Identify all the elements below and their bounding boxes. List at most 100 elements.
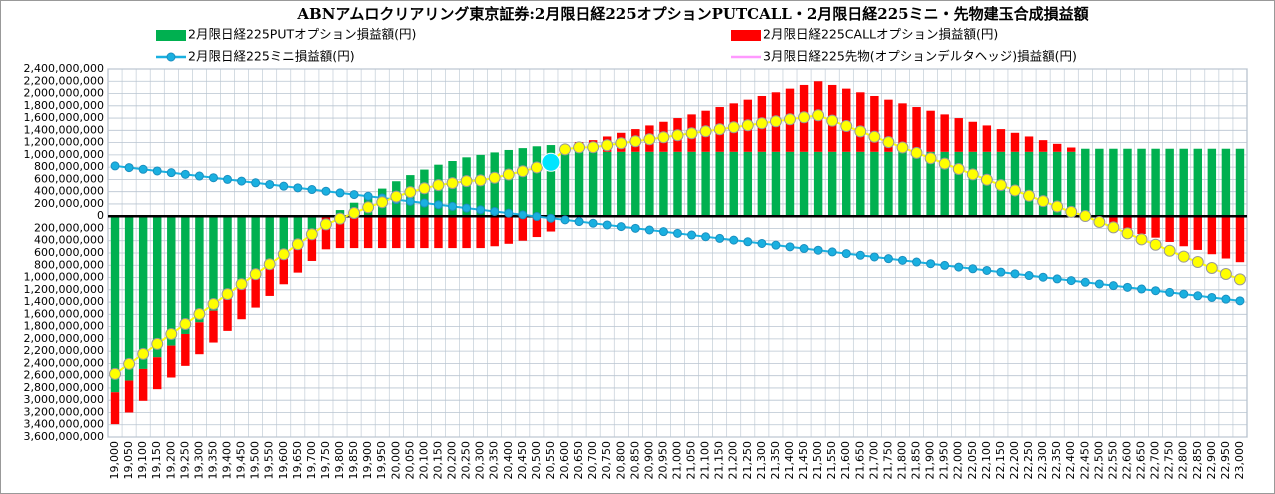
y-tick-label: 2,400,000,000	[24, 62, 104, 75]
bar	[265, 264, 274, 296]
line-marker	[305, 228, 318, 241]
line-marker	[701, 232, 711, 242]
x-tick-label: 22,550	[1106, 441, 1119, 480]
x-tick-label: 20,150	[431, 441, 444, 480]
line-marker	[827, 247, 837, 257]
x-tick-label: 22,450	[1078, 441, 1091, 480]
bar	[926, 151, 935, 217]
line-marker	[644, 225, 654, 235]
bar	[293, 240, 303, 273]
x-tick-label: 21,800	[895, 441, 908, 480]
line-marker	[1177, 250, 1190, 263]
bar	[152, 357, 162, 390]
line-marker	[502, 168, 515, 181]
x-tick-label: 21,450	[797, 441, 810, 480]
x-tick-label: 21,000	[671, 441, 684, 480]
line-marker	[138, 164, 148, 174]
y-tick-label: 1,800,000,000	[24, 320, 104, 333]
x-tick-label: 22,850	[1191, 441, 1204, 480]
legend-marker	[166, 52, 176, 62]
y-tick-label: 600,000,000	[34, 246, 104, 259]
bar	[223, 216, 232, 299]
line-marker	[854, 125, 867, 138]
x-tick-label: 21,350	[769, 441, 782, 480]
y-tick-label: 400,000,000	[34, 185, 104, 198]
line-marker	[448, 201, 458, 211]
line-marker	[671, 129, 684, 142]
bar	[279, 252, 288, 285]
x-tick-label: 20,200	[446, 441, 459, 480]
x-tick-label: 20,000	[389, 441, 402, 480]
bar	[434, 216, 443, 249]
x-tick-label: 22,100	[980, 441, 993, 480]
x-tick-label: 20,850	[628, 441, 641, 480]
x-tick-label: 21,500	[811, 441, 824, 480]
bar	[701, 151, 710, 217]
bar	[518, 216, 528, 241]
bar	[926, 110, 935, 152]
line-marker	[348, 206, 361, 219]
line-marker	[193, 308, 206, 321]
bar	[181, 216, 190, 334]
x-tick-label: 21,550	[825, 441, 838, 480]
bar	[406, 216, 415, 249]
x-tick-label: 21,900	[924, 441, 937, 480]
bar	[842, 151, 851, 217]
bar	[1137, 148, 1146, 217]
x-tick-label: 21,750	[881, 441, 894, 480]
bar	[870, 151, 879, 217]
line-marker	[868, 130, 881, 143]
line-marker	[179, 317, 192, 330]
y-tick-label: 0	[97, 209, 104, 222]
bar	[1193, 216, 1203, 250]
line-marker	[952, 162, 965, 175]
line-marker	[124, 163, 134, 173]
line-marker	[588, 218, 598, 228]
line-marker	[896, 141, 909, 154]
line-marker	[729, 235, 739, 245]
x-tick-label: 20,050	[403, 441, 416, 480]
y-tick-label: 2,800,000,000	[24, 381, 104, 394]
line-marker	[769, 115, 782, 128]
line-marker	[715, 233, 725, 243]
line-marker	[307, 185, 317, 195]
x-tick-label: 21,100	[699, 441, 712, 480]
line-marker	[897, 255, 907, 265]
x-tick-label: 19,500	[249, 441, 262, 480]
line-marker	[516, 165, 529, 178]
bar	[532, 216, 542, 238]
line-marker	[1233, 273, 1246, 286]
line-marker	[152, 166, 162, 176]
bar	[1179, 216, 1188, 247]
bar	[363, 216, 373, 249]
bar	[870, 95, 879, 152]
x-tick-label: 21,950	[938, 441, 951, 480]
x-tick-label: 23,000	[1233, 441, 1246, 480]
line-marker	[291, 238, 304, 251]
line-marker	[1205, 262, 1218, 275]
line-marker	[404, 186, 417, 199]
x-tick-label: 19,550	[263, 441, 276, 480]
bar	[237, 287, 246, 320]
bar	[673, 151, 682, 217]
bar	[912, 107, 921, 152]
line-marker	[180, 169, 190, 179]
x-tick-label: 20,950	[656, 441, 669, 480]
bar	[167, 216, 176, 346]
line-marker	[954, 262, 964, 272]
bar	[602, 151, 612, 217]
x-tick-label: 19,700	[305, 441, 318, 480]
line-marker	[1037, 195, 1050, 208]
bar	[335, 216, 345, 249]
bar	[1179, 148, 1188, 217]
x-tick-label: 21,200	[727, 441, 740, 480]
bar	[1081, 148, 1090, 217]
bar	[195, 322, 204, 355]
x-tick-label: 21,600	[839, 441, 852, 480]
line-marker	[687, 230, 697, 240]
line-marker	[462, 203, 472, 213]
bar	[265, 216, 274, 265]
bar	[1038, 151, 1048, 217]
x-tick-label: 20,350	[488, 441, 501, 480]
